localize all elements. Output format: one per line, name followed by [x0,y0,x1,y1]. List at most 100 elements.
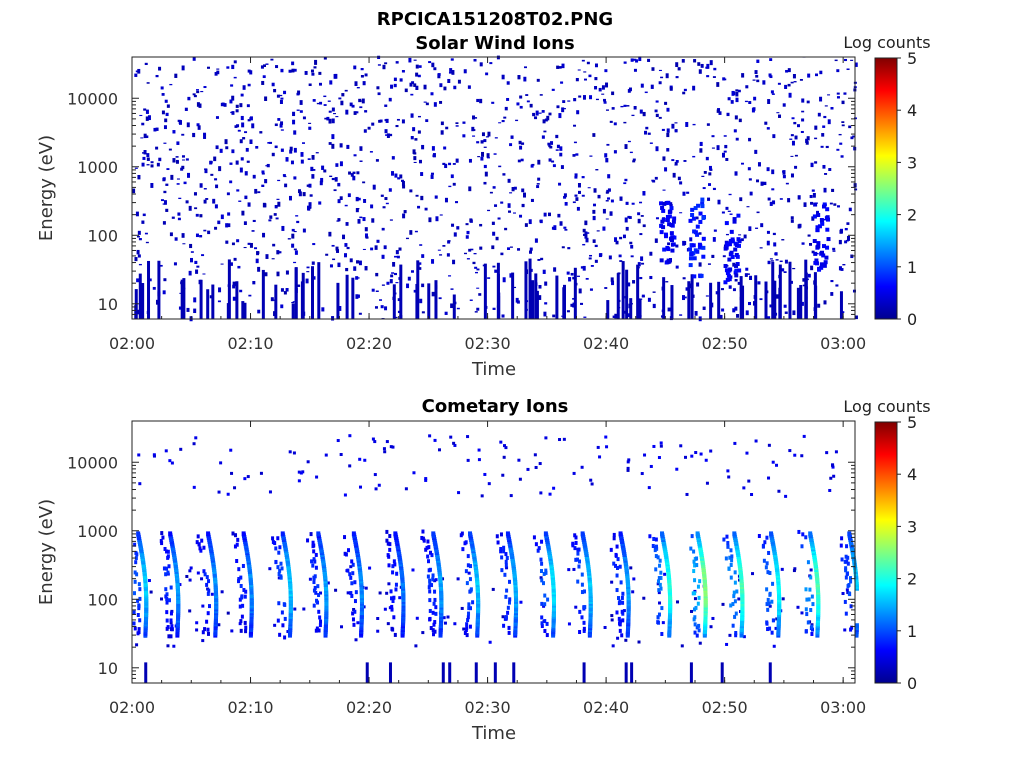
heatmap-cell [287,238,291,240]
heatmap-cell [293,147,297,153]
heatmap-cell [413,59,417,61]
heatmap-cell [430,553,434,558]
heatmap-cell [401,69,405,73]
heatmap-cell [239,628,243,633]
heatmap-cell [518,477,522,481]
heatmap-cell [519,95,523,99]
heatmap-cell [312,99,316,102]
heatmap-cell [189,243,193,249]
heatmap-cell [432,601,436,606]
heatmap-cell [764,281,768,319]
heatmap-cell [644,130,648,135]
heatmap-cell [161,110,165,115]
heatmap-cell [675,76,679,79]
heatmap-cell [294,267,298,319]
heatmap-cell [246,475,250,479]
heatmap-cell [784,311,788,314]
heatmap-cell [807,73,811,78]
heatmap-cell [237,567,241,572]
heatmap-cell [181,133,185,136]
heatmap-cell [457,491,461,495]
heatmap-cell [353,266,357,271]
heatmap-cell [373,473,377,477]
heatmap-cell [170,627,174,632]
heatmap-cell [539,569,543,574]
heatmap-cell [145,116,149,121]
heatmap-cell [540,615,544,620]
heatmap-cell [439,83,443,88]
heatmap-cell [819,218,824,223]
heatmap-cell [474,117,478,119]
heatmap-cell [448,71,452,74]
heatmap-cell [511,272,515,319]
heatmap-cell [502,455,506,459]
heatmap-cell [161,93,165,96]
heatmap-cell [271,536,275,541]
heatmap-cell [509,494,513,498]
heatmap-cell [464,569,468,574]
heatmap-cell [839,291,843,319]
heatmap-cell [588,74,592,78]
heatmap-cell [616,636,620,640]
heatmap-cell [273,88,277,93]
heatmap-cell [296,109,300,111]
heatmap-cell [627,282,631,287]
heatmap-cell [757,162,761,167]
heatmap-cell [630,662,634,683]
heatmap-cell [699,452,703,456]
heatmap-cell [255,258,259,264]
heatmap-cell [605,109,609,111]
heatmap-cell [155,146,159,150]
x-tick-label: 02:00 [109,334,155,353]
heatmap-cell [572,154,576,157]
heatmap-cell [425,119,429,123]
heatmap-cell [578,609,582,614]
heatmap-cell [378,591,382,595]
heatmap-cell [821,204,826,209]
heatmap-cell [733,570,737,575]
heatmap-cell [683,88,687,92]
heatmap-cell [665,73,669,79]
heatmap-cell [500,201,504,204]
heatmap-cell [241,301,245,319]
heatmap-cell [691,243,696,248]
heatmap-cell [260,65,264,69]
heatmap-cell [374,487,378,491]
heatmap-cell [472,129,476,131]
heatmap-cell [277,179,281,182]
heatmap-cell [659,575,663,580]
heatmap-cell [353,65,357,70]
heatmap-cell [232,296,236,301]
heatmap-cell [539,557,543,562]
heatmap-cell [731,90,735,96]
heatmap-cell [137,174,141,180]
heatmap-cell [804,607,808,612]
x-tick-label: 02:50 [702,698,748,717]
heatmap-cell [683,160,687,162]
heatmap-cell [486,157,490,159]
heatmap-cell [672,235,677,240]
colorbar-tick-label: 4 [907,465,917,484]
heatmap-cell [312,276,316,280]
heatmap-cell [793,453,797,457]
heatmap-cell [137,603,141,608]
heatmap-cell [811,602,815,607]
heatmap-cell [308,83,312,87]
heatmap-cell [323,104,327,106]
heatmap-cell [476,307,480,311]
heatmap-cell [699,273,704,278]
heatmap-cell [509,192,513,194]
heatmap-cell [481,132,485,137]
heatmap-cell [693,615,697,620]
heatmap-cell [385,529,389,534]
x-axis-label-solar-wind: Time [471,359,516,380]
heatmap-cell [168,459,172,463]
heatmap-cell [393,83,397,88]
heatmap-cell [201,630,205,635]
heatmap-cell [771,618,775,623]
heatmap-cell [763,181,767,186]
heatmap-cell [276,565,280,570]
heatmap-cell [767,197,771,201]
heatmap-cell [844,58,848,62]
heatmap-cell [685,121,689,127]
